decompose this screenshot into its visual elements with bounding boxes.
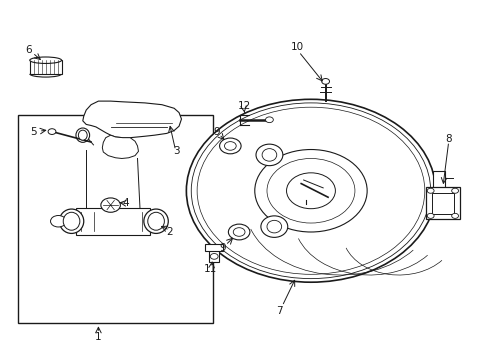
Circle shape [322,78,330,84]
Circle shape [427,213,434,219]
Circle shape [452,188,459,193]
Circle shape [266,117,273,123]
Circle shape [191,103,431,279]
Circle shape [287,173,335,209]
Circle shape [255,149,367,232]
Circle shape [186,99,436,282]
Ellipse shape [261,216,288,237]
Circle shape [210,253,218,259]
Bar [433,171,445,211]
Bar [209,245,219,262]
Text: 6: 6 [25,45,32,55]
Circle shape [224,141,236,150]
Circle shape [267,158,355,223]
Circle shape [197,107,425,274]
Ellipse shape [63,212,80,230]
Ellipse shape [256,144,283,166]
Ellipse shape [144,209,168,233]
Text: 9: 9 [214,127,220,136]
Ellipse shape [78,130,87,140]
Polygon shape [102,135,139,158]
Circle shape [220,138,241,154]
Circle shape [50,216,66,227]
Circle shape [48,129,56,134]
Text: 1: 1 [95,332,102,342]
Text: 7: 7 [276,306,283,316]
Ellipse shape [30,57,62,63]
Bar [426,187,460,220]
Ellipse shape [267,220,282,233]
Bar [76,208,150,235]
Text: 8: 8 [445,134,452,144]
Text: 3: 3 [173,146,180,156]
Circle shape [233,228,245,236]
Text: 10: 10 [291,42,304,52]
Text: 12: 12 [237,102,251,112]
Text: 11: 11 [204,264,218,274]
Text: 4: 4 [122,198,129,208]
Bar [18,116,213,323]
Circle shape [427,188,434,193]
Circle shape [228,224,250,240]
Bar [432,193,454,214]
Bar [30,60,62,74]
Bar [205,244,223,251]
Text: 2: 2 [167,227,173,237]
Circle shape [452,213,459,219]
Ellipse shape [59,209,84,233]
Circle shape [101,198,121,212]
Polygon shape [83,101,181,138]
Text: 9: 9 [220,243,226,253]
Ellipse shape [76,128,90,142]
Text: 5: 5 [30,127,37,136]
Ellipse shape [262,149,277,161]
Ellipse shape [148,212,164,230]
